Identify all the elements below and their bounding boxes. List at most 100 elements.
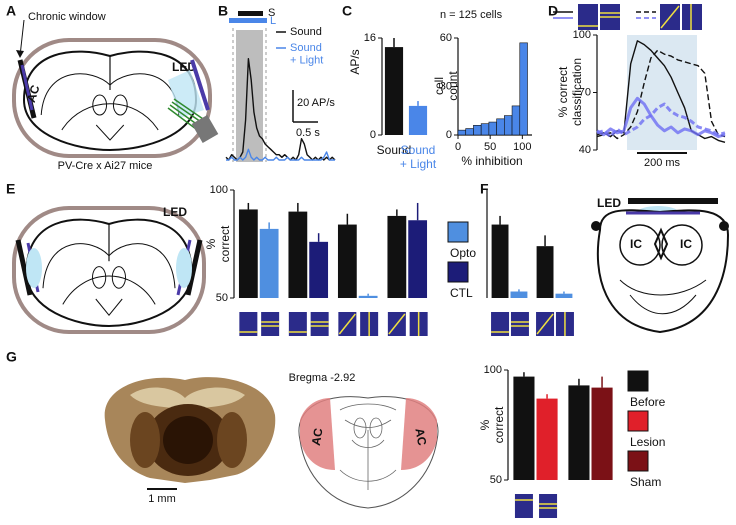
led-label: LED [172, 60, 196, 74]
line-series [225, 58, 336, 161]
histogram-bar [480, 123, 490, 136]
ventricle [111, 266, 127, 289]
y-axis-label: AP/s [348, 49, 362, 74]
legend-label: Sound [290, 26, 322, 38]
window-frame [185, 239, 203, 296]
bar [408, 220, 428, 298]
panel-letter: F [480, 181, 489, 197]
histogram-bar [504, 115, 513, 136]
histogram-bar [465, 128, 474, 136]
x-tick-label: 50 [484, 141, 496, 153]
mouse-line: PV-Cre x Ai27 mice [58, 160, 153, 172]
photo [104, 377, 276, 483]
histogram-bar [519, 42, 528, 136]
ic [661, 224, 703, 266]
bar [568, 385, 590, 480]
window [190, 59, 210, 111]
panel-letter: C [342, 3, 352, 19]
y-tick-label: 50 [216, 292, 228, 304]
atlas-region [401, 398, 437, 470]
histogram-bar [457, 129, 467, 136]
led-label: LED [163, 205, 187, 219]
y-axis-label: cellcount [432, 71, 460, 101]
bar [513, 376, 535, 480]
legend-swatch [627, 410, 649, 432]
bar [555, 293, 573, 298]
callout: Chronic window [28, 11, 106, 23]
legend-swatch [447, 261, 469, 283]
bar [536, 398, 558, 480]
ic [619, 224, 661, 266]
panel-letter: G [6, 349, 17, 365]
ventricle [92, 266, 107, 289]
aqueduct [653, 227, 669, 261]
legend-swatch [627, 370, 649, 392]
brain [596, 209, 730, 334]
brain [22, 50, 198, 152]
ventral-structure [95, 298, 123, 316]
x-tick-label: Sound + Light [400, 143, 437, 171]
histogram-bar [496, 118, 505, 136]
panel-letter: D [548, 3, 558, 19]
bar [491, 224, 509, 298]
ventral-structure [95, 124, 125, 141]
y-tick-label: 30 [440, 80, 452, 92]
stimulus-icon [261, 312, 280, 336]
arrow-head [16, 50, 24, 58]
light-bar [229, 18, 267, 23]
legend-label: Opto [450, 246, 476, 260]
legend-label: Before [630, 395, 666, 409]
stimulus-label: S [268, 7, 275, 19]
window-frame [15, 239, 33, 296]
stimulus-window [627, 35, 697, 150]
atlas-lines [339, 403, 397, 490]
bar [337, 224, 357, 298]
histogram-bar [488, 121, 497, 136]
bar [309, 241, 329, 298]
inner-contour [62, 275, 156, 305]
y-tick-label: 40 [579, 144, 591, 156]
y-tick-label: 70 [579, 86, 591, 98]
bar [238, 209, 258, 298]
legend-label: CTL [450, 286, 473, 300]
inner-contour [61, 103, 159, 131]
scale-label: 20 AP/s [297, 97, 335, 109]
bar [387, 215, 407, 298]
y-tick-label: 50 [490, 474, 502, 486]
arrow [19, 19, 25, 57]
led-label: LED [597, 196, 621, 210]
stimulus-icon [491, 312, 510, 336]
stimulus-icon [510, 312, 529, 336]
brainstem [619, 279, 707, 315]
y-tick-label: 0 [446, 129, 452, 141]
x-tick-label: 0 [455, 141, 461, 153]
bar [358, 295, 378, 298]
led [191, 114, 219, 144]
window [20, 64, 34, 111]
panel-letter: A [6, 3, 16, 19]
cortex-contour [42, 243, 176, 289]
line-series [226, 148, 335, 161]
histogram-bar [511, 105, 521, 136]
stimulus-icon [310, 312, 329, 336]
legend-label: Sound + Light [290, 42, 323, 67]
line-series [596, 96, 726, 139]
region-label: AC [24, 83, 43, 104]
y-tick-label: 0 [370, 129, 376, 141]
atlas-region [300, 398, 335, 470]
light [176, 248, 192, 288]
legend-swatch [447, 221, 469, 243]
stimulus-icon [288, 312, 307, 336]
y-axis-label: %correct [204, 225, 232, 262]
stimulus-icon [660, 5, 680, 29]
x-tick-label: 100 [513, 141, 531, 153]
brain [25, 218, 193, 328]
stimulus-icon [536, 313, 554, 335]
sound-bar [238, 11, 263, 16]
stimulus-icon [578, 4, 598, 30]
panel-letter: B [218, 3, 228, 19]
anchor [719, 221, 729, 231]
y-tick-label: 60 [440, 32, 452, 44]
stimulus-window [236, 30, 263, 162]
y-tick-label: 100 [573, 29, 591, 41]
